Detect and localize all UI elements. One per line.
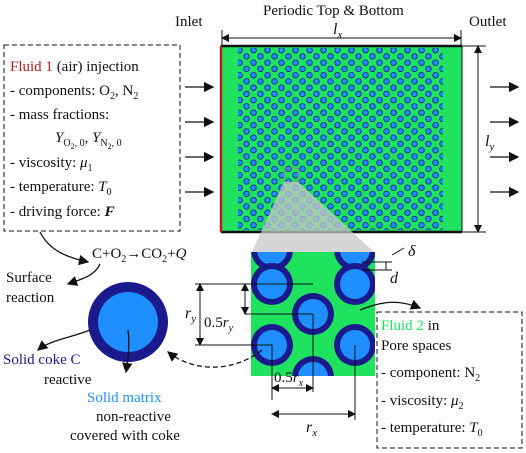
half-rx-label: 0.5rx [274, 370, 304, 389]
porous-medium-region [238, 48, 443, 230]
fluid1-temperature: - temperature: T0 [10, 179, 112, 198]
d-label: d [390, 270, 399, 287]
ly-label: ly [485, 133, 494, 153]
fluid2-title: Fluid 2 in [381, 318, 440, 334]
fluid1-components: - components: O2, N2 [10, 83, 138, 102]
fluid1-title: Fluid 1 (air) injection [10, 59, 139, 75]
inlet-arrows [185, 81, 215, 198]
periodic-label: Periodic Top & Bottom [263, 3, 404, 19]
unit-cell [195, 247, 405, 420]
fluid1-viscosity: - viscosity: μ1 [10, 155, 93, 174]
fluid2-component: - component: N2 [381, 365, 480, 384]
zoom-cone [252, 182, 374, 252]
lx-label: lx [333, 21, 342, 41]
reaction-arrow [39, 231, 90, 266]
grain [334, 263, 375, 305]
ry-label: ry [185, 305, 196, 325]
delta-leader [391, 247, 405, 256]
outlet-label: Outlet [469, 14, 507, 30]
big-grain-matrix [98, 292, 158, 352]
half-ry-label: 0.5ry [204, 315, 234, 334]
outlet-arrows [490, 81, 520, 198]
solid-coke-reactive-label: reactive [44, 372, 92, 388]
reaction-label: reaction [6, 290, 55, 306]
fluid1-driving-force: - driving force: F [10, 204, 115, 220]
surface-reaction-arrow [66, 263, 101, 286]
reaction-equation: C+O2→CO2+Q [92, 246, 187, 265]
rx-label: rx [306, 419, 317, 439]
solid-matrix-covered-label: covered with coke [70, 428, 180, 444]
coke-pointer-arrow [37, 329, 91, 351]
fluid2-viscosity: - viscosity: μ2 [381, 393, 464, 412]
solid-coke-label: Solid coke C [3, 352, 81, 368]
fluid1-mass-fraction-values: YO2, 0, YN2, 0 [55, 130, 122, 151]
solid-matrix-nonreactive-label: non-reactive [96, 409, 171, 425]
fluid1-mass-fractions: - mass fractions: [10, 107, 109, 123]
inlet-label: Inlet [175, 14, 203, 30]
surface-label: Surface [6, 270, 52, 286]
grain-zoom-arrow [166, 349, 263, 368]
fluid2-pore-spaces: Pore spaces [381, 338, 452, 354]
matrix-pointer-arrow [122, 329, 133, 374]
solid-matrix-label: Solid matrix [87, 390, 162, 406]
fluid2-temperature: - temperature: T0 [381, 420, 483, 439]
delta-label: δ [408, 243, 416, 260]
unit-cell-dimensions [195, 247, 405, 420]
fluid1-box [3, 44, 181, 232]
fluid2-box [376, 311, 523, 449]
fluid2-pointer-arrow [359, 299, 422, 311]
